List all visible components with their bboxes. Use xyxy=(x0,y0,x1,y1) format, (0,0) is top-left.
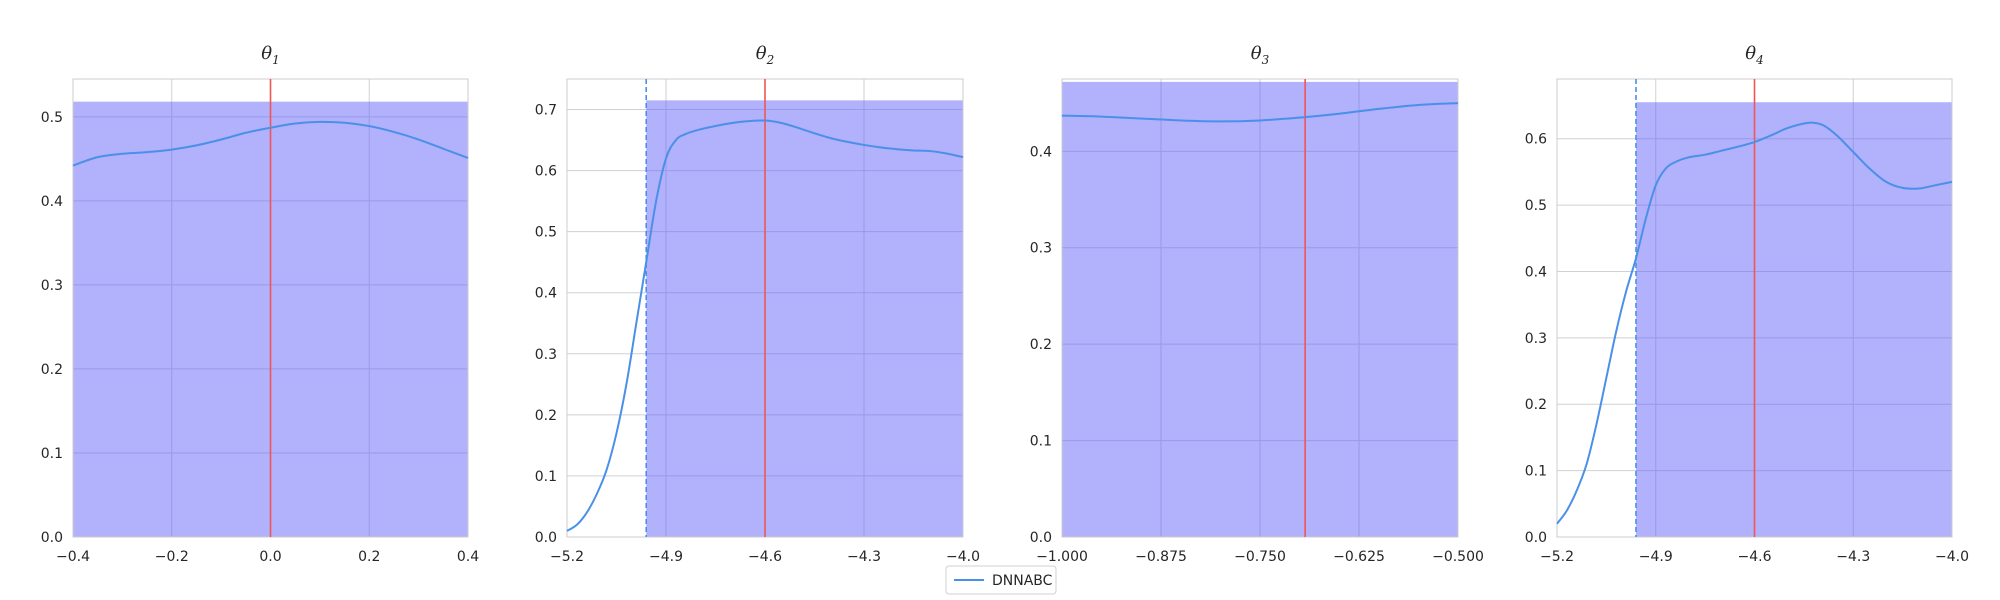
panel-title-subscript: 2 xyxy=(766,53,775,67)
y-tick-label: 0.2 xyxy=(535,408,557,424)
x-tick-label: −4.6 xyxy=(1738,549,1772,565)
y-tick-label: 0.5 xyxy=(41,110,63,126)
x-tick-label: −4.9 xyxy=(649,549,683,565)
x-tick-label: −1.000 xyxy=(1036,549,1088,565)
y-tick-label: 0.4 xyxy=(41,194,63,210)
panel-1: −0.4 −0.2 0.0 0.2 0.4 0.0 0.1 0.2 0.3 0.4 0.5 θ1 xyxy=(41,43,479,565)
x-tick-label: −5.2 xyxy=(1540,549,1574,565)
axes-frame xyxy=(1061,78,1459,538)
panel-2: −5.2 −4.9 −4.6 −4.3 −4.0 0.0 0.1 0.2 0.3 0.4 0.5 0.… xyxy=(535,43,980,565)
shaded-region xyxy=(1062,81,1458,537)
shaded-region xyxy=(1636,102,1952,538)
x-tick-label: −0.2 xyxy=(155,549,189,565)
y-tick-label: 0.1 xyxy=(41,446,63,462)
x-tick-label: −4.3 xyxy=(1836,549,1870,565)
panel-title: θ2 xyxy=(756,43,774,67)
panel-title: θ1 xyxy=(261,43,279,67)
series-line-0 xyxy=(1061,102,1459,123)
y-tick-label: 0.2 xyxy=(1525,397,1547,413)
x-tick-label: −0.625 xyxy=(1333,549,1385,565)
x-tick-label: −4.9 xyxy=(1639,549,1673,565)
y-tick-label: 0.1 xyxy=(1525,464,1547,480)
y-tick-label: 0.6 xyxy=(535,164,557,180)
panel-4: −5.2 −4.9 −4.6 −4.3 −4.0 0.0 0.1 0.2 0.3 0.4 0.5 0.… xyxy=(1525,43,1969,565)
y-tick-label: 0.2 xyxy=(41,362,63,378)
x-tick-label: −5.2 xyxy=(550,549,584,565)
x-tick-label: −0.500 xyxy=(1432,549,1484,565)
y-tick-label: 0.6 xyxy=(1525,132,1547,148)
y-tick-label: 0.3 xyxy=(535,347,557,363)
y-tick-label: 0.0 xyxy=(535,530,557,546)
x-tick-label: −0.875 xyxy=(1135,549,1187,565)
x-tick-label: −4.0 xyxy=(1935,549,1969,565)
panel-title-symbol: θ xyxy=(756,43,767,64)
y-tick-label: 0.5 xyxy=(1525,198,1547,214)
shaded-region xyxy=(646,100,963,537)
panel-title-subscript: 1 xyxy=(272,53,280,67)
y-tick-label: 0.3 xyxy=(41,278,63,294)
x-tick-label: 0.4 xyxy=(457,549,479,565)
legend: DNNABC xyxy=(945,565,1057,595)
y-tick-label: 0.0 xyxy=(1525,530,1547,546)
x-tick-label: −0.4 xyxy=(56,549,90,565)
y-tick-label: 0.2 xyxy=(1030,337,1052,353)
series-line-0 xyxy=(1556,121,1953,525)
panel-title-symbol: θ xyxy=(261,43,272,64)
panel-3: −1.000 −0.875 −0.750 −0.625 −0.500 0.0 0.1 0.2 0… xyxy=(1030,43,1484,565)
series-line-0 xyxy=(72,120,469,167)
panel-title-symbol: θ xyxy=(1745,43,1756,64)
panel-title-symbol: θ xyxy=(1251,43,1262,64)
legend-label: DNNABC xyxy=(992,573,1053,589)
panel-title: θ4 xyxy=(1745,43,1763,67)
y-tick-label: 0.7 xyxy=(535,103,557,119)
y-tick-label: 0.5 xyxy=(535,225,557,241)
x-tick-label: −4.3 xyxy=(847,549,881,565)
panel-title-subscript: 3 xyxy=(1262,53,1270,67)
panels: −0.4 −0.2 0.0 0.2 0.40.00.10.20.30.40.5θ1−5.… xyxy=(41,43,1969,565)
y-tick-label: 0.0 xyxy=(1030,530,1052,546)
x-tick-label: −4.0 xyxy=(946,549,980,565)
y-tick-label: 0.3 xyxy=(1525,331,1547,347)
y-tick-label: 0.1 xyxy=(535,469,557,485)
y-tick-label: 0.0 xyxy=(41,530,63,546)
y-tick-label: 0.4 xyxy=(1030,144,1052,160)
legend-frame xyxy=(945,565,1057,595)
y-tick-label: 0.1 xyxy=(1030,434,1052,450)
x-tick-label: 0.2 xyxy=(358,549,380,565)
y-tick-label: 0.3 xyxy=(1030,241,1052,257)
y-tick-label: 0.4 xyxy=(535,286,557,302)
panel-title-subscript: 4 xyxy=(1755,53,1764,67)
x-tick-label: −0.750 xyxy=(1234,549,1286,565)
series-line-0 xyxy=(566,119,964,532)
x-tick-label: −4.6 xyxy=(748,549,782,565)
panel-title: θ3 xyxy=(1251,43,1270,67)
y-tick-label: 0.4 xyxy=(1525,264,1547,280)
x-tick-label: 0.0 xyxy=(259,549,281,565)
